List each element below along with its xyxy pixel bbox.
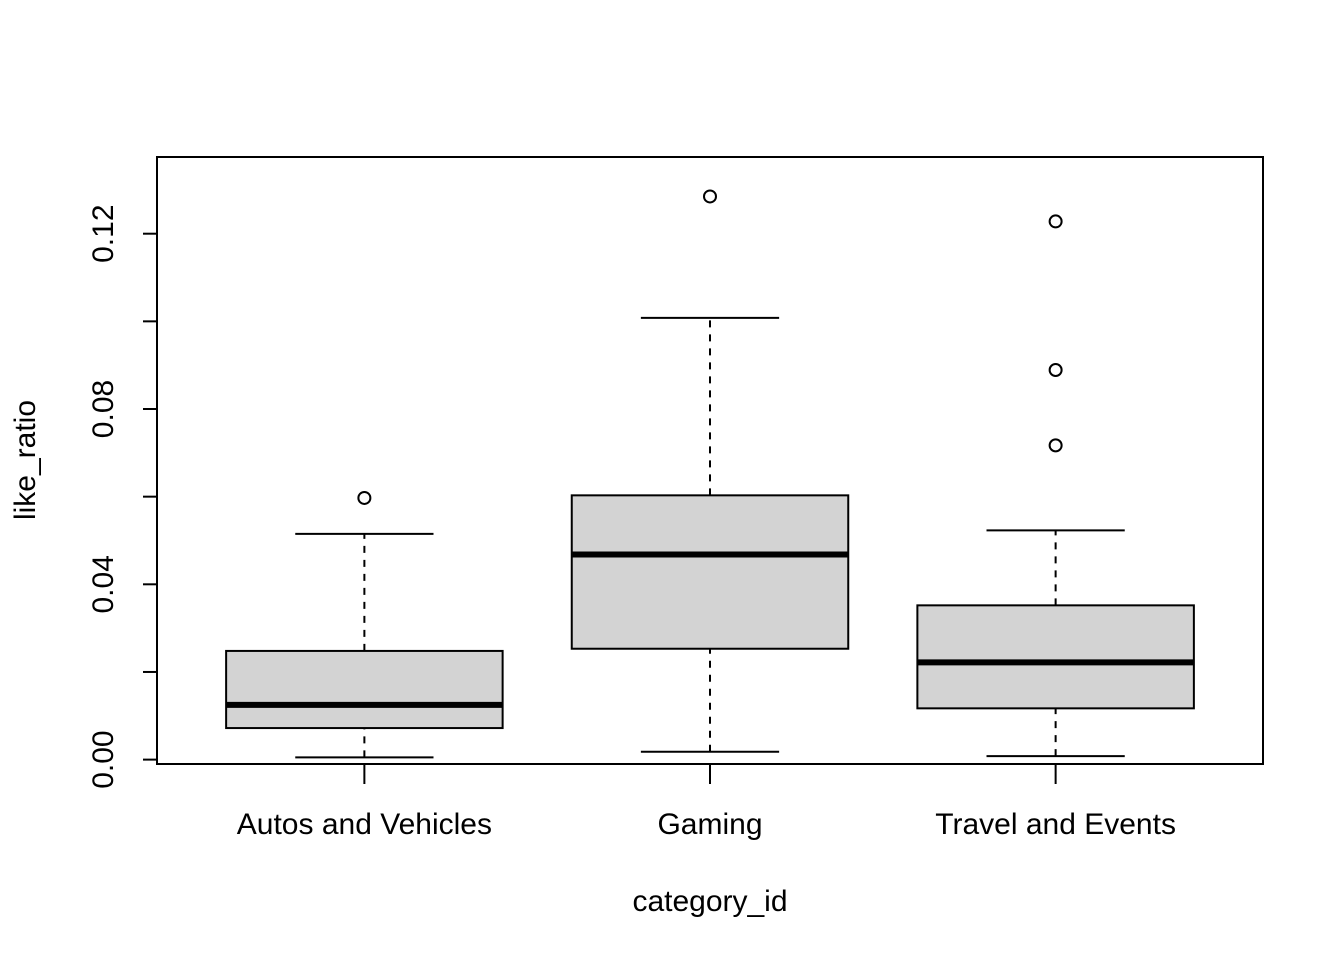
x-tick-label: Gaming <box>657 808 762 841</box>
y-tick-label: 0.04 <box>87 555 120 613</box>
box-group <box>916 214 1195 758</box>
box-group <box>225 490 504 759</box>
y-tick-label: 0.08 <box>87 380 120 438</box>
outlier-point <box>1048 438 1063 453</box>
y-axis: 0.00 0.04 0.08 0.12 <box>87 205 158 789</box>
outlier-point <box>1048 214 1063 229</box>
y-axis-label: like_ratio <box>9 400 42 520</box>
x-tick-label: Autos and Vehicles <box>237 808 492 841</box>
outlier-point <box>357 490 372 505</box>
outlier-point <box>1048 362 1063 377</box>
y-tick-label: 0.00 <box>87 730 120 788</box>
x-axis-label: category_id <box>632 885 787 918</box>
iqr-box <box>570 494 850 650</box>
x-axis: Autos and Vehicles Gaming Travel and Event… <box>237 763 1176 841</box>
outlier-point <box>703 189 717 204</box>
y-tick-label: 0.12 <box>87 205 120 263</box>
chart-marks <box>225 189 1195 759</box>
iqr-box <box>225 649 504 730</box>
iqr-box <box>916 604 1195 710</box>
box-group <box>570 189 850 753</box>
x-tick-label: Travel and Events <box>935 808 1176 841</box>
